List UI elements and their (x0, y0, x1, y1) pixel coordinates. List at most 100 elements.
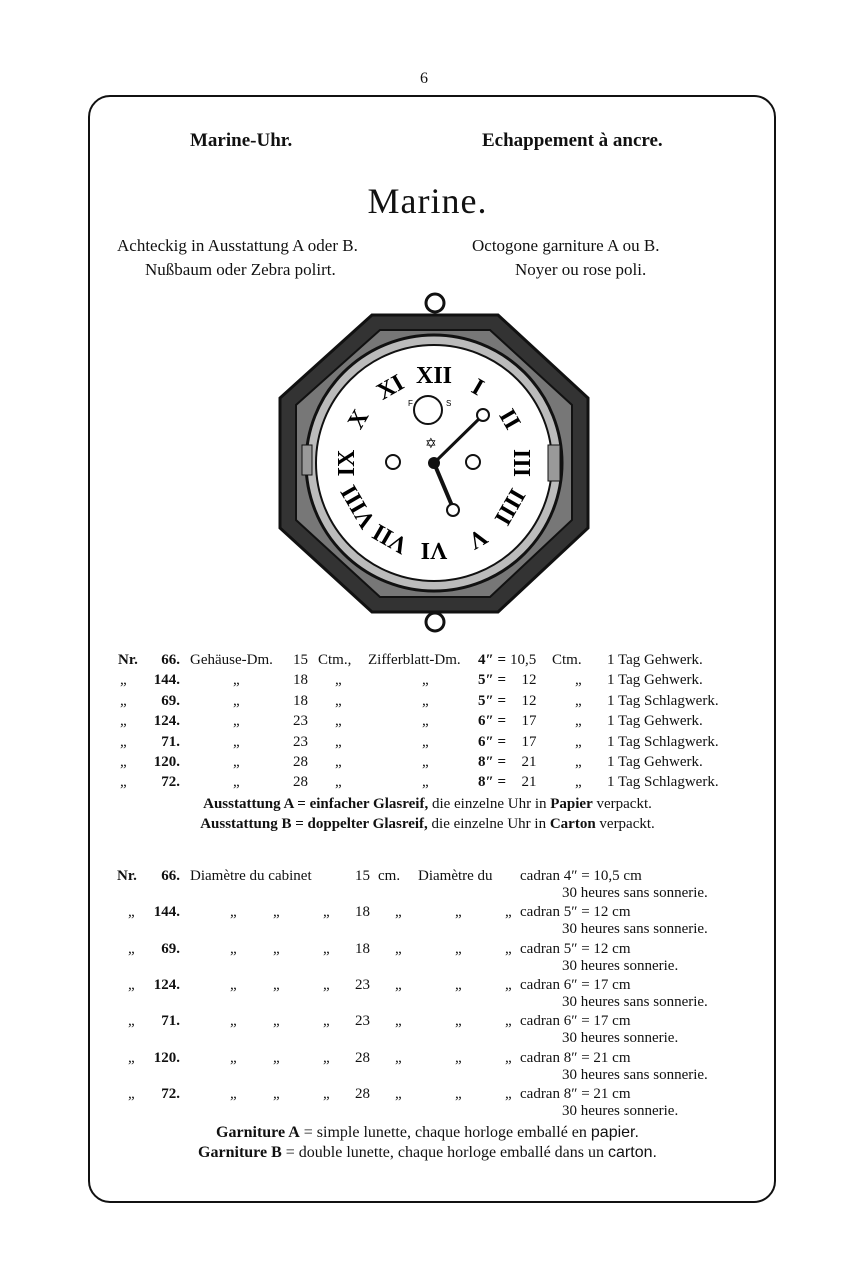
ditto: „ (505, 1049, 512, 1066)
note-text: die einzelne Uhr in (428, 796, 551, 812)
note-emphasis: papier. (590, 1124, 639, 1141)
movement: 30 heures sans sonnerie. (562, 1066, 708, 1083)
dial: cadran 4″ = 10,5 cm (520, 868, 642, 884)
clock-numeral: III (508, 449, 534, 477)
ditto: „ (575, 713, 582, 730)
ditto: „ (575, 754, 582, 770)
ditto: „ (455, 976, 462, 993)
ditto: „ (505, 1013, 512, 1030)
ditto: „ (395, 976, 402, 993)
model-number: 72. (161, 1085, 180, 1102)
note-text: = simple lunette, chaque horloge emballé… (299, 1124, 591, 1141)
case-diameter: 23 (355, 976, 370, 993)
dial-inches: 6″ = (478, 713, 507, 730)
dial-cm: 21 (521, 774, 537, 791)
ditto: „ (422, 672, 429, 689)
ditto: „ (575, 774, 582, 791)
dial-inches: 6″ = (478, 733, 507, 750)
ditto: „ (422, 774, 429, 791)
case-label: Gehäuse-Dm. (190, 652, 273, 668)
dial-inches: 4″ = (478, 652, 507, 668)
ditto: „ (128, 940, 135, 957)
table-row: Nr. Gehäuse-Dm. Ctm., Zifferblatt-Dm. 10,5 Ct… (0, 652, 855, 672)
table-row: Nr. Diamètre du cabinet cm. Diamètre du 66. 1… (0, 868, 855, 904)
case-diameter: 28 (293, 754, 308, 770)
minute-hand (432, 413, 485, 465)
table-row: „ „ „ „ 21 „ 120. 28 8″ = 1 Tag Gehwerk. (0, 754, 855, 774)
ditto: „ (455, 1085, 462, 1102)
ditto: „ (128, 976, 135, 993)
packaging-note: Garniture B = double lunette, chaque hor… (0, 1144, 855, 1162)
case-diameter: 28 (355, 1085, 370, 1102)
case-diameter: 18 (293, 692, 308, 709)
ditto: „ (230, 1013, 237, 1030)
note-emphasis: carton. (608, 1144, 657, 1161)
dial-inches: 8″ = (478, 774, 507, 791)
table-row: „ „ „ „ „ „ „ 124. 23 cadran 6″ = 17 cm 30 heures … (0, 977, 855, 1013)
dial: cadran 5″ = 12 cm (520, 940, 631, 957)
ditto: „ (120, 713, 127, 730)
dial: cadran 8″ = 21 cm (520, 1049, 631, 1066)
movement: 1 Tag Gehwerk. (607, 754, 703, 770)
note-text: = double lunette, chaque horloge emballé… (281, 1144, 609, 1161)
case-diameter: 23 (293, 733, 308, 750)
table-row: „ „ „ „ „ „ „ 144. 18 cadran 5″ = 12 cm 30 heures … (0, 904, 855, 940)
dial: cadran 8″ = 21 cm (520, 1085, 631, 1102)
subtitle-de-1: Achteckig in Ausstattung A oder B. (117, 236, 358, 255)
case-diameter: 23 (293, 713, 308, 730)
model-number: 71. (161, 733, 180, 750)
note-bold: Ausstattung A = einfacher Glasreif, (203, 796, 429, 812)
ditto: „ (422, 713, 429, 730)
ditto: „ (575, 672, 582, 689)
note-bold: Papier (550, 796, 593, 812)
ditto: „ (323, 976, 330, 993)
ditto: „ (505, 904, 512, 921)
model-number: 66. (161, 868, 180, 884)
ditto: „ (230, 940, 237, 957)
case-label: Diamètre du cabinet (190, 868, 312, 884)
dial-cm: 17 (521, 713, 537, 730)
movement: 30 heures sonnerie. (562, 1102, 679, 1119)
ditto: „ (335, 672, 342, 689)
hour-hand (432, 462, 455, 509)
movement: 30 heures sonnerie. (562, 1030, 679, 1047)
ditto: „ (120, 692, 127, 709)
ditto: „ (230, 904, 237, 921)
ditto: „ (233, 713, 240, 730)
ditto: „ (505, 940, 512, 957)
ditto: „ (128, 1049, 135, 1066)
case-diameter: 28 (293, 774, 308, 791)
case-diameter: 23 (355, 1013, 370, 1030)
subdial-letter: F (408, 399, 413, 408)
subtitle-fr-1: Octogone garniture A ou B. (472, 236, 660, 255)
movement: 1 Tag Schlagwerk. (607, 733, 719, 750)
ditto: „ (233, 672, 240, 689)
table-row: „ „ „ „ „ „ „ 69. 18 cadran 5″ = 12 cm 30 heures s… (0, 941, 855, 977)
ditto: „ (230, 1085, 237, 1102)
movement: 1 Tag Gehwerk. (607, 652, 703, 668)
dial-unit: Ctm. (552, 652, 582, 668)
note-bold: Garniture A (216, 1124, 300, 1141)
model-number: 124. (153, 713, 180, 730)
ditto: „ (323, 940, 330, 957)
ditto: „ (128, 904, 135, 921)
page-number: 6 (420, 70, 428, 87)
ditto: „ (335, 774, 342, 791)
dial-inches: 5″ = (478, 692, 507, 709)
ditto: „ (120, 754, 127, 770)
ditto: „ (335, 733, 342, 750)
ditto: „ (395, 904, 402, 921)
ditto: „ (455, 1049, 462, 1066)
ditto: „ (273, 976, 280, 993)
dial-cm: 21 (521, 754, 537, 770)
dial-label: Diamètre du (418, 868, 493, 884)
table-row: „ „ „ „ „ „ „ 71. 23 cadran 6″ = 17 cm 30 heures s… (0, 1013, 855, 1049)
ditto: „ (395, 1085, 402, 1102)
clock-numeral: XII (416, 363, 452, 389)
dial: cadran 5″ = 12 cm (520, 904, 631, 921)
ditto: „ (505, 976, 512, 993)
movement: 1 Tag Gehwerk. (607, 672, 703, 689)
movement: 1 Tag Schlagwerk. (607, 774, 719, 791)
model-number: 69. (161, 940, 180, 957)
ditto: „ (120, 733, 127, 750)
